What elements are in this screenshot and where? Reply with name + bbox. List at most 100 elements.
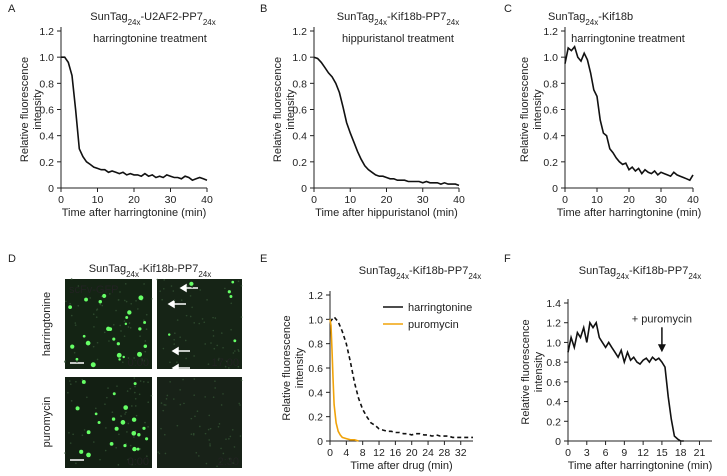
title-part: -Kif18b-PP7: [409, 265, 468, 277]
noise: [166, 394, 169, 397]
noise: [126, 390, 129, 392]
noise: [214, 317, 217, 319]
y-axis-title: intensity: [532, 89, 544, 130]
title-part: -Kif18b-PP7: [139, 263, 198, 275]
y-tick-label: 0.8: [292, 78, 307, 90]
noise: [74, 322, 77, 324]
noise: [186, 285, 189, 287]
noise: [193, 322, 196, 324]
image: [65, 377, 152, 468]
subscript: 24x: [203, 18, 216, 27]
noise: [134, 385, 136, 388]
noise: [133, 357, 135, 359]
x-axis-title: Time after hippuristanol (min): [315, 207, 458, 219]
timestamp: 17:00: [211, 357, 239, 369]
spot: [85, 340, 91, 346]
subscript: 24x: [585, 18, 598, 27]
noise: [209, 443, 211, 445]
y-tick-label: 1.0: [543, 52, 558, 64]
spot: [109, 441, 114, 446]
noise: [208, 439, 211, 441]
noise: [170, 285, 173, 287]
noise: [173, 338, 175, 341]
noise: [107, 387, 109, 389]
spot: [133, 382, 137, 386]
noise: [204, 432, 207, 435]
noise: [123, 335, 126, 338]
noise: [68, 432, 70, 434]
x-tick-label: 10: [591, 194, 603, 206]
y-tick-label: 1.2: [546, 318, 561, 330]
noise: [164, 452, 167, 455]
y-tick-label: 1.0: [308, 314, 323, 326]
noise: [163, 279, 166, 281]
spot: [132, 446, 137, 452]
timestamp: 0:00: [128, 456, 149, 468]
noise: [106, 396, 108, 399]
noise: [162, 409, 165, 412]
y-axis-title: intensity: [32, 89, 44, 130]
y-tick-label: 0: [317, 436, 323, 448]
noise: [219, 461, 222, 464]
chart-title: SunTag24x-Kif18b-PP724x: [337, 11, 459, 27]
spot: [137, 351, 143, 357]
noise: [240, 284, 243, 287]
noise: [68, 380, 71, 382]
y-tick-label: 0: [48, 183, 54, 195]
x-axis-title: Time after harringtonine (min): [568, 460, 712, 472]
noise: [173, 398, 175, 400]
noise: [150, 298, 153, 300]
x-tick-label: 40: [453, 194, 465, 206]
x-axis-title: Time after drug (min): [350, 460, 452, 472]
y-axis-title: intensity: [533, 351, 545, 392]
noise: [230, 302, 233, 305]
x-tick-label: 30: [655, 194, 667, 206]
noise: [124, 299, 126, 302]
noise: [237, 349, 239, 351]
y-axis-title: intensity: [285, 89, 297, 130]
noise: [158, 452, 161, 455]
noise: [193, 355, 195, 357]
noise: [192, 432, 195, 435]
x-tick-label: 9: [621, 447, 627, 459]
noise: [133, 436, 135, 438]
panel-label: F: [504, 253, 511, 265]
y-tick-label: 1.4: [546, 298, 561, 310]
noise: [127, 357, 130, 359]
data-line: [329, 315, 473, 439]
noise: [213, 347, 216, 350]
noise: [134, 391, 136, 394]
x-tick-label: 4: [343, 447, 349, 459]
x-tick-label: 16: [390, 447, 402, 459]
spot: [136, 447, 140, 451]
spot: [123, 444, 127, 448]
noise: [157, 451, 160, 453]
noise: [218, 423, 221, 425]
noise: [209, 444, 211, 447]
noise: [101, 304, 104, 307]
noise: [228, 457, 231, 460]
noise: [76, 361, 78, 363]
spot: [116, 342, 120, 346]
subscript: 24x: [198, 270, 211, 279]
noise: [100, 295, 103, 298]
noise: [207, 363, 210, 365]
noise: [138, 393, 141, 396]
spot: [120, 420, 126, 425]
noise: [125, 442, 127, 445]
y-axis-title: Relative fluorescence: [519, 57, 531, 162]
y-tick-label: 0.4: [292, 131, 307, 143]
noise: [204, 396, 206, 398]
noise: [214, 387, 216, 389]
noise: [225, 438, 227, 440]
noise: [95, 407, 97, 410]
noise: [96, 358, 99, 361]
noise: [224, 287, 226, 290]
noise: [165, 398, 168, 400]
noise: [133, 377, 136, 379]
noise: [176, 361, 178, 363]
noise: [226, 360, 228, 363]
noise: [83, 429, 86, 431]
noise: [112, 323, 115, 326]
noise: [129, 327, 132, 329]
